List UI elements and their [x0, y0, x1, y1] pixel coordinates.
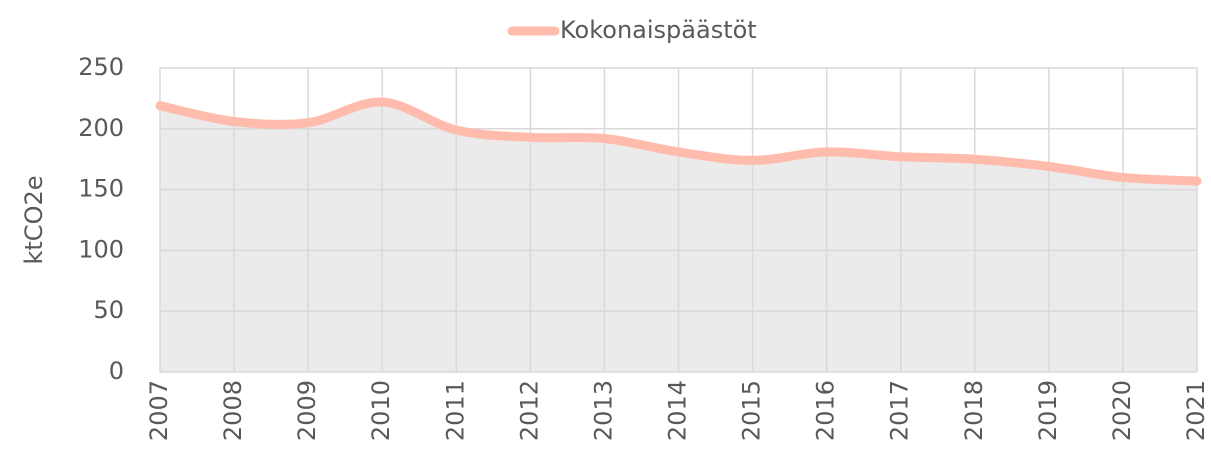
y-tick-label: 150 [78, 175, 124, 203]
y-tick-label: 200 [78, 114, 124, 142]
x-tick-label: 2020 [1108, 380, 1136, 441]
x-tick-label: 2008 [219, 380, 247, 441]
x-tick-label: 2017 [886, 380, 914, 441]
y-tick-label: 50 [93, 296, 124, 324]
x-tick-label: 2007 [145, 380, 173, 441]
x-tick-label: 2019 [1034, 380, 1062, 441]
y-tick-label: 250 [78, 53, 124, 81]
x-tick-label: 2012 [515, 380, 543, 441]
x-tick-label: 2013 [589, 380, 617, 441]
x-tick-label: 2009 [293, 380, 321, 441]
line [155, 97, 1202, 186]
x-tick-label: 2015 [738, 380, 766, 441]
legend-label: Kokonaispäästöt [560, 16, 757, 44]
y-axis-label: ktCO2e [20, 176, 48, 265]
y-tick-label: 100 [78, 235, 124, 263]
x-tick-label: 2010 [367, 380, 395, 441]
x-tick-label: 2021 [1182, 380, 1210, 441]
x-tick-label: 2014 [664, 380, 692, 441]
x-tick-label: 2011 [441, 380, 469, 441]
x-tick-label: 2018 [960, 380, 988, 441]
x-tick-label: 2016 [812, 380, 840, 441]
y-tick-label: 0 [109, 357, 124, 385]
